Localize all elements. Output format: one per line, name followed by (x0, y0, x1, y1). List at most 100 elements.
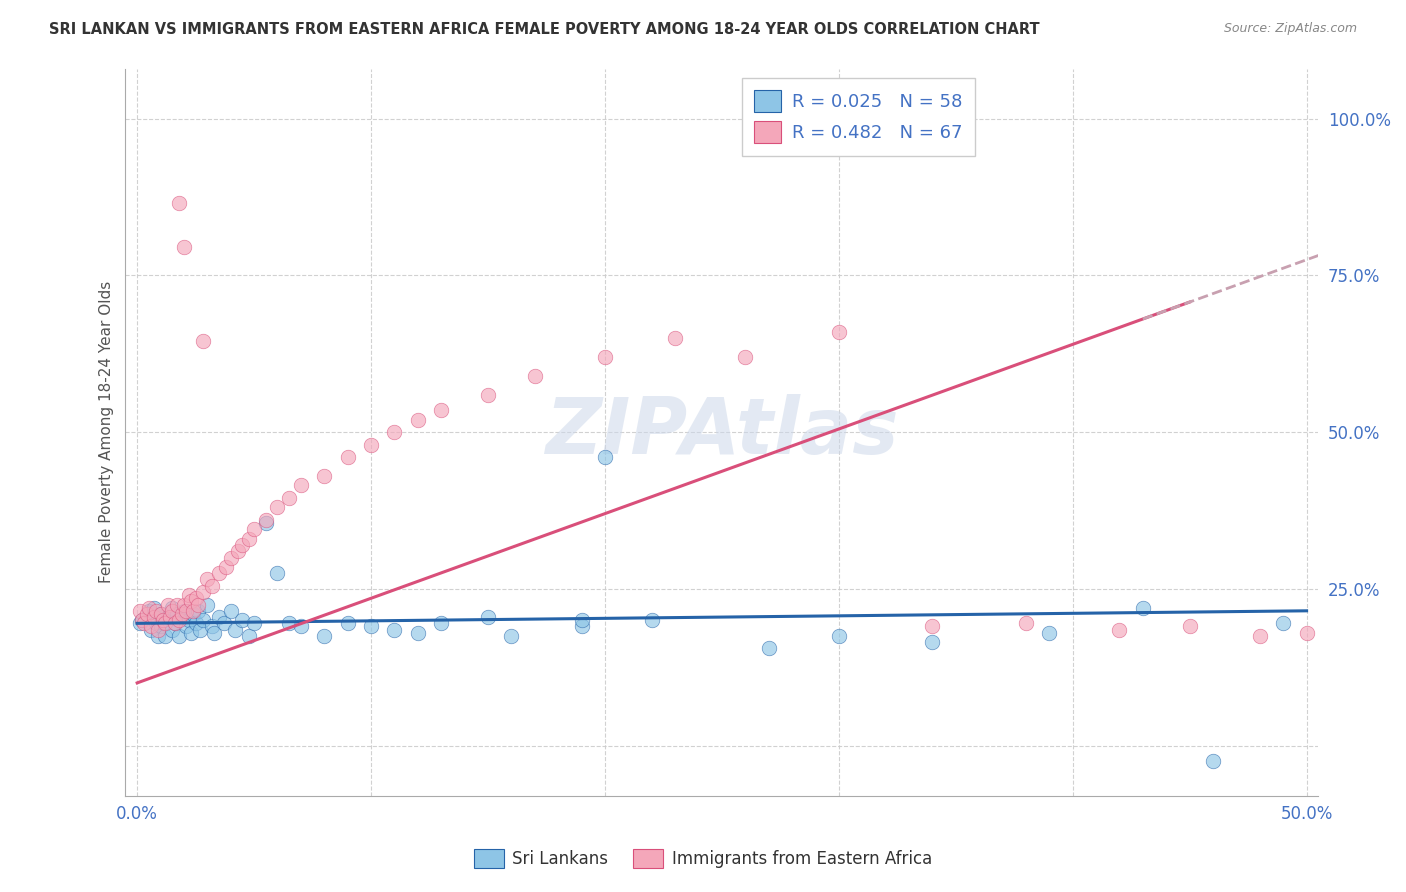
Point (219, 550, 242, 565)
Point (523, 368, 546, 383)
Point (177, 613, 200, 627)
Point (226, 544, 249, 558)
Point (501, 629, 523, 643)
Point (593, 350, 616, 364)
Point (155, 616, 177, 631)
Point (1015, 616, 1038, 631)
Point (184, 591, 207, 606)
Point (180, 594, 202, 608)
Point (174, 619, 197, 633)
Point (266, 566, 288, 581)
Point (141, 623, 163, 637)
Point (145, 604, 167, 618)
Point (149, 607, 172, 621)
Point (138, 600, 160, 615)
Point (1038, 625, 1060, 640)
Point (148, 623, 170, 637)
Point (1295, 625, 1317, 640)
Point (314, 469, 336, 483)
Point (215, 560, 238, 574)
Legend: R = 0.025   N = 58, R = 0.482   N = 67: R = 0.025 N = 58, R = 0.482 N = 67 (741, 78, 976, 156)
Point (593, 450, 616, 465)
Point (238, 532, 260, 546)
Point (1202, 754, 1225, 768)
Point (212, 616, 235, 631)
Point (266, 500, 288, 515)
Point (173, 598, 195, 612)
Point (167, 629, 190, 643)
Point (134, 616, 156, 631)
Text: ZIPAtlas: ZIPAtlas (546, 394, 898, 470)
Point (163, 616, 186, 631)
Point (184, 616, 207, 631)
Point (208, 566, 231, 581)
Point (156, 610, 179, 624)
Point (188, 623, 211, 637)
Point (314, 629, 336, 643)
Point (170, 607, 193, 621)
Point (159, 610, 181, 624)
Point (219, 604, 242, 618)
Point (174, 604, 197, 618)
Point (254, 513, 277, 527)
Point (167, 613, 190, 627)
Point (163, 616, 186, 631)
Point (142, 610, 165, 624)
Point (243, 616, 266, 631)
Point (664, 331, 686, 345)
Point (156, 598, 179, 612)
Point (208, 610, 231, 624)
Point (128, 616, 150, 631)
Y-axis label: Female Poverty Among 18-24 Year Olds: Female Poverty Among 18-24 Year Olds (100, 281, 114, 583)
Point (360, 438, 382, 452)
Point (202, 625, 225, 640)
Point (131, 613, 153, 627)
Point (155, 629, 177, 643)
Point (177, 588, 200, 602)
Point (231, 613, 253, 627)
Point (430, 403, 453, 417)
Point (195, 598, 218, 612)
Text: SRI LANKAN VS IMMIGRANTS FROM EASTERN AFRICA FEMALE POVERTY AMONG 18-24 YEAR OLD: SRI LANKAN VS IMMIGRANTS FROM EASTERN AF… (49, 22, 1040, 37)
Point (162, 623, 184, 637)
Point (138, 604, 160, 618)
Point (921, 635, 943, 649)
Point (187, 604, 209, 618)
Point (571, 619, 593, 633)
Point (135, 607, 157, 621)
Point (477, 610, 499, 624)
Point (384, 623, 406, 637)
Point (571, 613, 593, 627)
Point (128, 604, 150, 618)
Point (641, 613, 664, 627)
Point (191, 334, 214, 349)
Point (152, 613, 174, 627)
Point (290, 478, 312, 492)
Point (758, 641, 780, 656)
Point (152, 613, 174, 627)
Point (162, 600, 184, 615)
Point (1249, 629, 1271, 643)
Point (149, 607, 172, 621)
Point (406, 412, 429, 426)
Point (406, 625, 429, 640)
Point (201, 619, 224, 633)
Text: Source: ZipAtlas.com: Source: ZipAtlas.com (1223, 22, 1357, 36)
Point (1108, 623, 1130, 637)
Point (828, 629, 851, 643)
Point (360, 619, 382, 633)
Point (734, 350, 756, 364)
Point (180, 625, 202, 640)
Point (173, 604, 195, 618)
Point (191, 613, 214, 627)
Point (131, 613, 153, 627)
Point (1132, 600, 1154, 615)
Point (336, 616, 359, 631)
Point (181, 607, 204, 621)
Point (195, 573, 218, 587)
Point (336, 450, 359, 465)
Legend: Sri Lankans, Immigrants from Eastern Africa: Sri Lankans, Immigrants from Eastern Afr… (467, 842, 939, 875)
Point (162, 604, 184, 618)
Point (170, 610, 193, 624)
Point (149, 619, 172, 633)
